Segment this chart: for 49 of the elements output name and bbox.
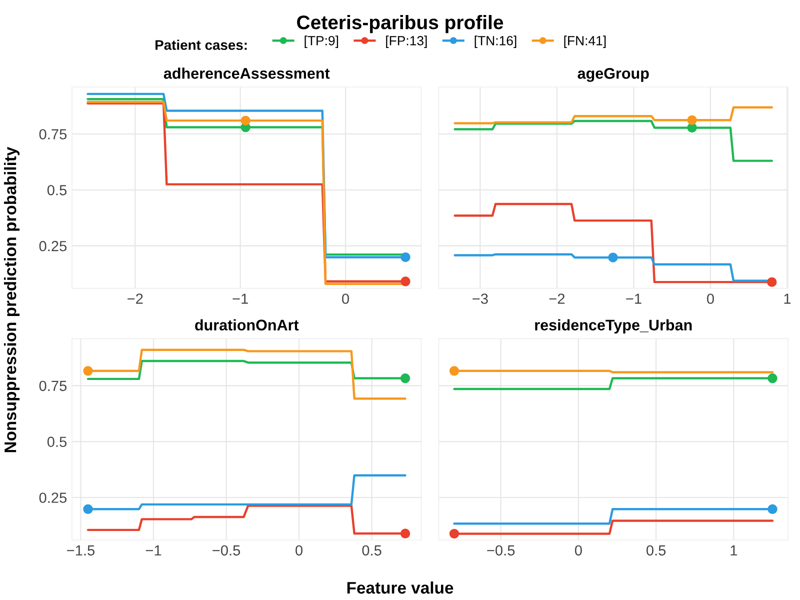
point: [83, 366, 93, 376]
x-tick-label: −1: [626, 294, 642, 304]
x-tick-label: −2: [549, 294, 565, 304]
x-tick-label: −1: [232, 294, 248, 304]
x-tick-label: −3: [472, 294, 488, 304]
x-tick-label: 0.5: [362, 545, 382, 556]
x-tick-label: 0: [342, 294, 350, 304]
point: [240, 116, 250, 126]
x-tick-label: −1.5: [67, 545, 95, 556]
x-tick-label: 0.5: [646, 545, 666, 556]
point: [768, 373, 778, 384]
point: [400, 252, 410, 262]
y-tick-label: 0.75: [39, 129, 67, 140]
point: [687, 115, 697, 125]
chart-title: durationOnArt: [195, 319, 299, 330]
x-axis-title: Feature value: [347, 581, 454, 594]
point: [768, 504, 778, 514]
x-tick-label: −0.5: [487, 545, 515, 556]
x-tick-label: 1: [784, 294, 791, 304]
x-tick-label: −1: [146, 545, 162, 556]
y-tick-label: 0.25: [39, 240, 67, 252]
point: [400, 276, 410, 286]
x-tick-label: −0.5: [212, 545, 240, 556]
chart-title: residenceType_Urban: [535, 319, 692, 334]
y-tick-label: 0.75: [39, 380, 67, 392]
legend-label: [TN:16]: [474, 36, 516, 48]
x-tick-label: 1: [730, 545, 738, 556]
point: [83, 504, 93, 514]
x-tick-label: 0: [574, 545, 582, 556]
chart-title: ageGroup: [578, 68, 649, 82]
point: [767, 277, 777, 287]
chart-title: adherenceAssessment: [164, 68, 330, 79]
x-tick-label: −2: [128, 294, 143, 304]
point: [449, 366, 460, 376]
legend-label: [TP:9]: [304, 36, 338, 48]
x-tick-label: 0: [296, 545, 303, 556]
x-tick-label: 0: [706, 294, 714, 304]
y-axis-title: Nonsuppression prediction probability: [4, 146, 20, 452]
legend-label: [FN:41]: [564, 36, 606, 48]
y-tick-label: 0.5: [47, 436, 67, 447]
text: Ceteris-paribus profile: [297, 15, 504, 34]
legend-title: Patient cases:: [156, 40, 247, 50]
y-tick-label: 0.5: [47, 185, 67, 196]
point: [400, 373, 410, 384]
point: [449, 528, 460, 539]
y-tick-label: 0.25: [39, 492, 67, 503]
legend-label: [FP:13]: [386, 36, 427, 48]
point: [608, 252, 618, 262]
point: [400, 528, 410, 538]
